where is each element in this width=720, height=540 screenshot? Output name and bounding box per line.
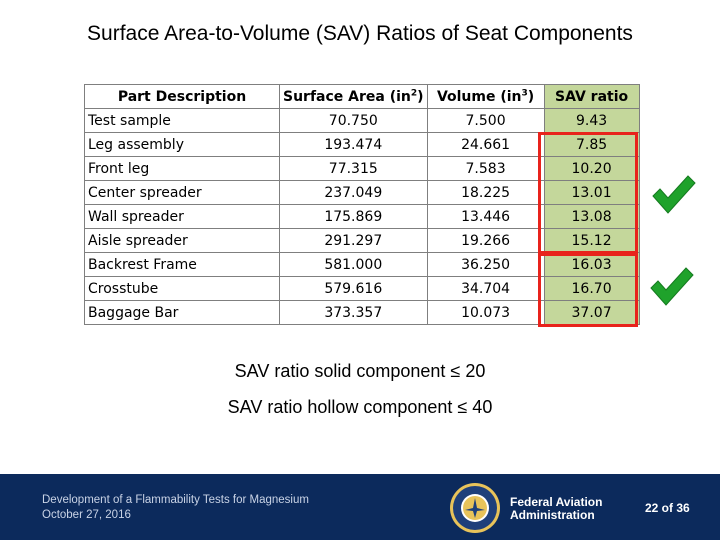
cell-part-description: Wall spreader (84, 204, 280, 229)
agency-line-1: Federal Aviation (510, 495, 603, 509)
header-part-description: Part Description (84, 84, 280, 109)
cell-part-description: Aisle spreader (84, 228, 280, 253)
cell-sav-ratio: 16.70 (543, 276, 640, 301)
table-row: Test sample 70.750 7.500 9.43 (84, 108, 640, 133)
table-row: Wall spreader 175.869 13.446 13.08 (84, 204, 640, 229)
cell-surface-area: 237.049 (279, 180, 428, 205)
cell-volume: 10.073 (426, 300, 545, 325)
cell-sav-ratio: 13.08 (543, 204, 640, 229)
faa-seal-icon (450, 483, 500, 533)
cell-sav-ratio: 16.03 (543, 252, 640, 277)
cell-sav-ratio: 10.20 (543, 156, 640, 181)
cell-sav-ratio: 15.12 (543, 228, 640, 253)
note-solid-limit: SAV ratio solid component ≤ 20 (234, 361, 486, 381)
checkmark-icon (650, 267, 694, 306)
cell-surface-area: 70.750 (279, 108, 428, 133)
cell-surface-area: 175.869 (279, 204, 428, 229)
cell-surface-area: 373.357 (279, 300, 428, 325)
agency-line-2: Administration (510, 508, 595, 522)
page-number: 22 of 36 (645, 501, 690, 515)
cell-volume: 19.266 (426, 228, 545, 253)
cell-surface-area: 579.616 (279, 276, 428, 301)
cell-volume: 13.446 (426, 204, 545, 229)
header-sav-ratio: SAV ratio (543, 84, 640, 109)
cell-part-description: Front leg (84, 156, 280, 181)
cell-part-description: Center spreader (84, 180, 280, 205)
header-volume: Volume (in3) (426, 84, 545, 109)
table-row: Crosstube 579.616 34.704 16.70 (84, 276, 640, 301)
table-row: Front leg 77.315 7.583 10.20 (84, 156, 640, 181)
table-row: Backrest Frame 581.000 36.250 16.03 (84, 252, 640, 277)
cell-sav-ratio: 37.07 (543, 300, 640, 325)
agency-name: Federal Aviation Administration (510, 496, 602, 522)
cell-part-description: Test sample (84, 108, 280, 133)
table-row: Center spreader 237.049 18.225 13.01 (84, 180, 640, 205)
cell-volume: 34.704 (426, 276, 545, 301)
note-hollow-limit: SAV ratio hollow component ≤ 40 (227, 397, 493, 417)
cell-part-description: Crosstube (84, 276, 280, 301)
cell-sav-ratio: 13.01 (543, 180, 640, 205)
footer-presentation-info: Development of a Flammability Tests for … (42, 493, 309, 523)
cell-surface-area: 581.000 (279, 252, 428, 277)
cell-part-description: Baggage Bar (84, 300, 280, 325)
table-row: Aisle spreader 291.297 19.266 15.12 (84, 228, 640, 253)
cell-volume: 7.583 (426, 156, 545, 181)
cell-part-description: Backrest Frame (84, 252, 280, 277)
sav-table: Part Description Surface Area (in2) Volu… (84, 84, 640, 325)
checkmark-icon (652, 175, 696, 214)
cell-part-description: Leg assembly (84, 132, 280, 157)
table-row: Leg assembly 193.474 24.661 7.85 (84, 132, 640, 157)
slide-title: Surface Area-to-Volume (SAV) Ratios of S… (87, 22, 633, 45)
highlight-box-solid (538, 132, 638, 254)
cell-volume: 18.225 (426, 180, 545, 205)
sav-table-container: Part Description Surface Area (in2) Volu… (84, 84, 640, 325)
cell-volume: 36.250 (426, 252, 545, 277)
highlight-box-hollow (538, 253, 638, 327)
table-header-row: Part Description Surface Area (in2) Volu… (84, 84, 640, 109)
cell-surface-area: 77.315 (279, 156, 428, 181)
cell-sav-ratio: 9.43 (543, 108, 640, 133)
cell-volume: 7.500 (426, 108, 545, 133)
footer-date: October 27, 2016 (42, 509, 131, 521)
footer-presentation-title: Development of a Flammability Tests for … (42, 494, 309, 506)
cell-volume: 24.661 (426, 132, 545, 157)
table-row: Baggage Bar 373.357 10.073 37.07 (84, 300, 640, 325)
footer-bar: Development of a Flammability Tests for … (0, 474, 720, 540)
header-surface-area: Surface Area (in2) (279, 84, 428, 109)
cell-surface-area: 291.297 (279, 228, 428, 253)
cell-surface-area: 193.474 (279, 132, 428, 157)
